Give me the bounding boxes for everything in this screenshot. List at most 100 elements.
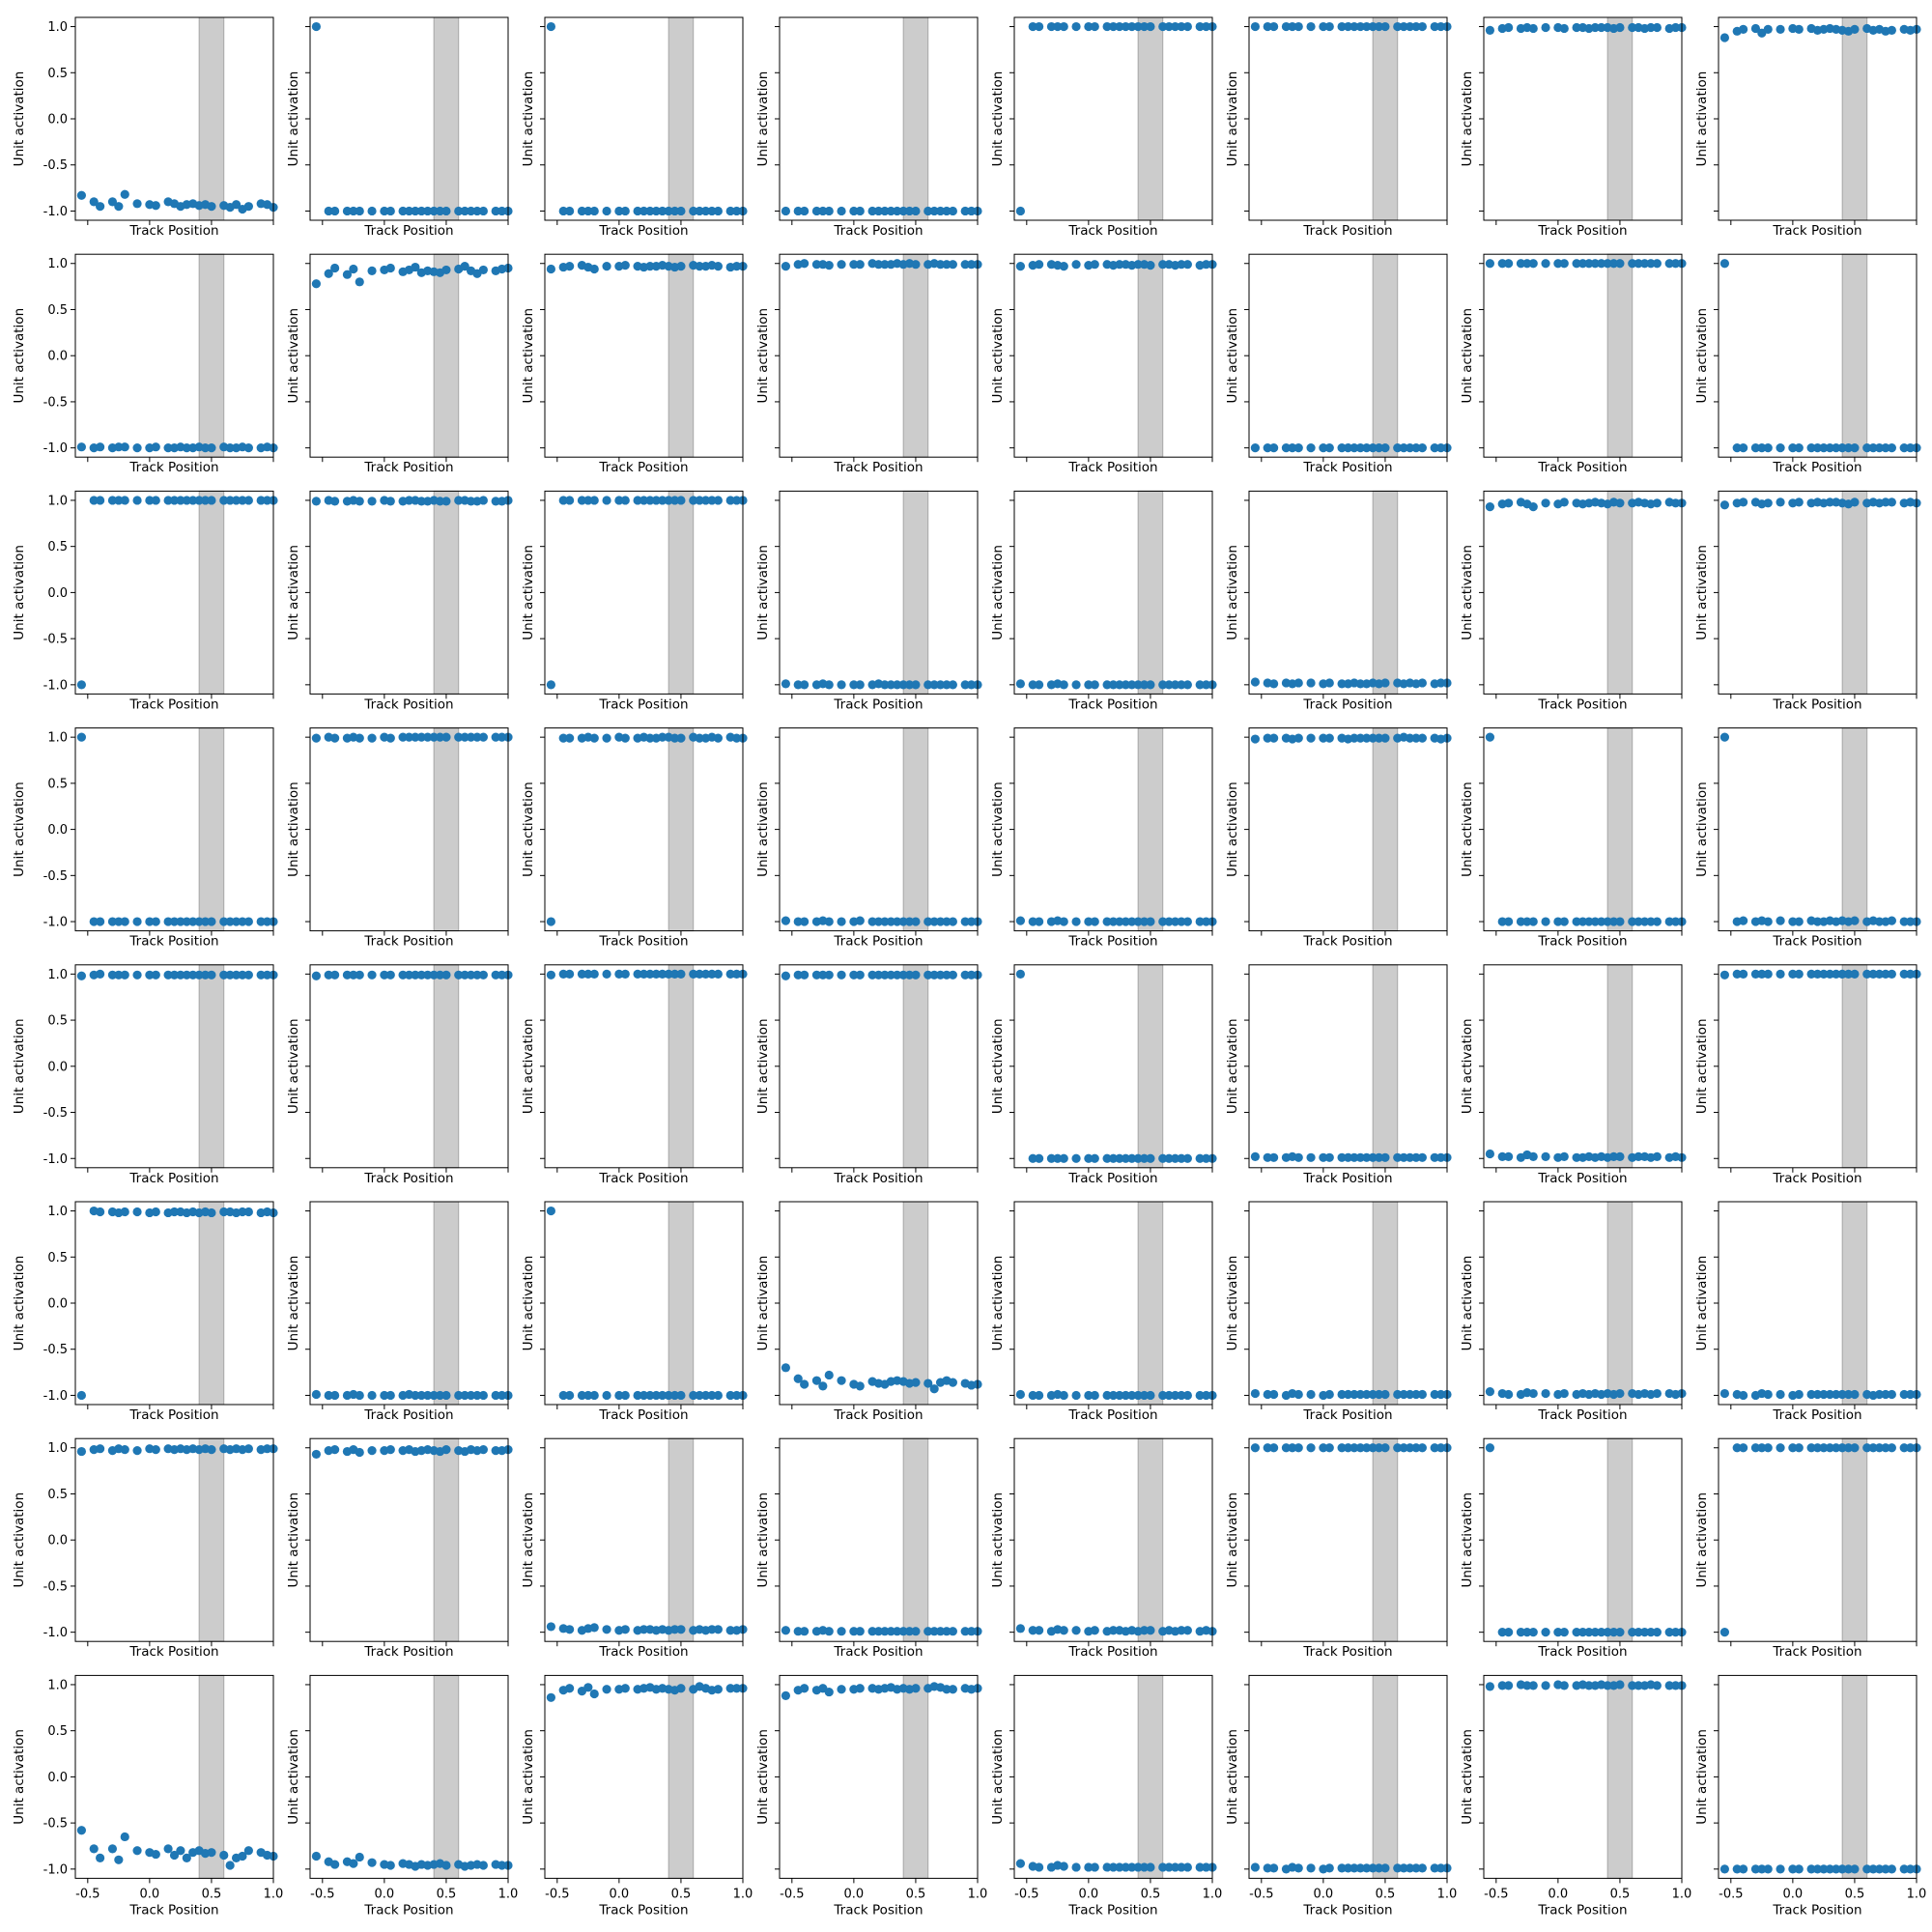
data-point (695, 496, 704, 505)
data-point (355, 1390, 364, 1401)
data-point (243, 1207, 253, 1217)
data-point (472, 970, 482, 980)
highlight-band (433, 253, 460, 458)
data-point (1881, 1864, 1890, 1874)
data-point (1739, 1390, 1748, 1401)
data-point (1504, 22, 1514, 33)
data-point (1597, 259, 1606, 269)
data-point (1719, 1864, 1730, 1874)
data-point (1102, 1390, 1112, 1401)
data-point (1201, 917, 1211, 926)
data-point (1862, 969, 1872, 979)
data-point (689, 969, 698, 979)
data-point (311, 21, 322, 32)
data-point (1090, 260, 1099, 270)
data-point (1628, 22, 1637, 33)
y-tick-label: -1.0 (43, 1152, 68, 1167)
data-point (114, 202, 124, 212)
data-point (1763, 1443, 1773, 1453)
data-point (1905, 443, 1916, 453)
axes-frame (779, 1201, 979, 1406)
highlight-band (668, 253, 695, 458)
data-point (837, 260, 846, 270)
data-point (960, 1627, 970, 1636)
data-point (1182, 680, 1192, 690)
data-point (1263, 21, 1272, 32)
axes-frame (74, 1674, 274, 1879)
y-axis-label: Unit activation (12, 71, 27, 167)
x-tick-label: -0.5 (545, 1887, 569, 1901)
data-point (1084, 1390, 1094, 1401)
data-point (441, 1445, 451, 1455)
data-point (1127, 21, 1137, 32)
data-point (355, 1852, 364, 1862)
data-point (1115, 21, 1124, 32)
data-point (1739, 916, 1748, 925)
data-point (1393, 1443, 1403, 1453)
data-point (664, 206, 673, 216)
data-point (1035, 1626, 1044, 1635)
data-point (1269, 443, 1279, 453)
data-point (1435, 443, 1446, 453)
data-point (1504, 917, 1514, 926)
x-axis-label: Track Position (1302, 696, 1392, 712)
data-point (380, 1390, 389, 1401)
data-point (114, 1855, 124, 1864)
axes-frame (544, 1201, 744, 1406)
data-point (1343, 1863, 1353, 1873)
x-axis-label: Track Position (1772, 460, 1861, 475)
data-point (707, 1390, 717, 1401)
axes-frame (1013, 964, 1213, 1169)
axes-frame (74, 1201, 274, 1406)
data-point (1411, 733, 1421, 743)
data-point (725, 1390, 735, 1401)
data-point (311, 1389, 322, 1400)
data-point (911, 206, 921, 216)
y-axis-label: Unit activation (1225, 71, 1240, 167)
data-point (1504, 1628, 1514, 1637)
data-point (330, 970, 340, 980)
data-point (169, 917, 180, 926)
data-point (1263, 1152, 1272, 1162)
data-point (1639, 917, 1650, 926)
data-point (491, 732, 500, 742)
data-point (800, 680, 810, 690)
data-point (904, 680, 915, 690)
data-point (1559, 1388, 1569, 1399)
data-point (811, 1376, 822, 1385)
highlight-band (198, 964, 225, 1169)
data-point (1319, 1152, 1328, 1162)
y-tick-label: 0.0 (47, 1534, 68, 1548)
data-point (441, 970, 451, 980)
x-tick-label: 1.0 (264, 1887, 284, 1901)
x-axis-label: Track Position (1302, 460, 1392, 475)
data-point (1250, 443, 1261, 453)
data-point (546, 970, 556, 980)
data-point (1324, 21, 1334, 32)
data-point (546, 680, 556, 690)
data-point (793, 1374, 803, 1383)
highlight-band (1372, 727, 1399, 932)
data-point (873, 970, 884, 980)
highlight-band (668, 727, 695, 932)
data-point (1146, 261, 1155, 270)
data-point (1435, 21, 1446, 32)
data-point (398, 970, 408, 980)
highlight-band (668, 1437, 695, 1642)
data-point (1355, 679, 1365, 689)
data-point (1306, 733, 1316, 743)
data-point (1832, 1864, 1841, 1874)
highlight-band (433, 1201, 460, 1406)
data-point (219, 917, 229, 926)
data-point (1590, 1628, 1600, 1637)
highlight-band (668, 964, 695, 1169)
x-axis-label: Track Position (1772, 1644, 1861, 1660)
y-tick-label: -1.0 (43, 1626, 68, 1640)
